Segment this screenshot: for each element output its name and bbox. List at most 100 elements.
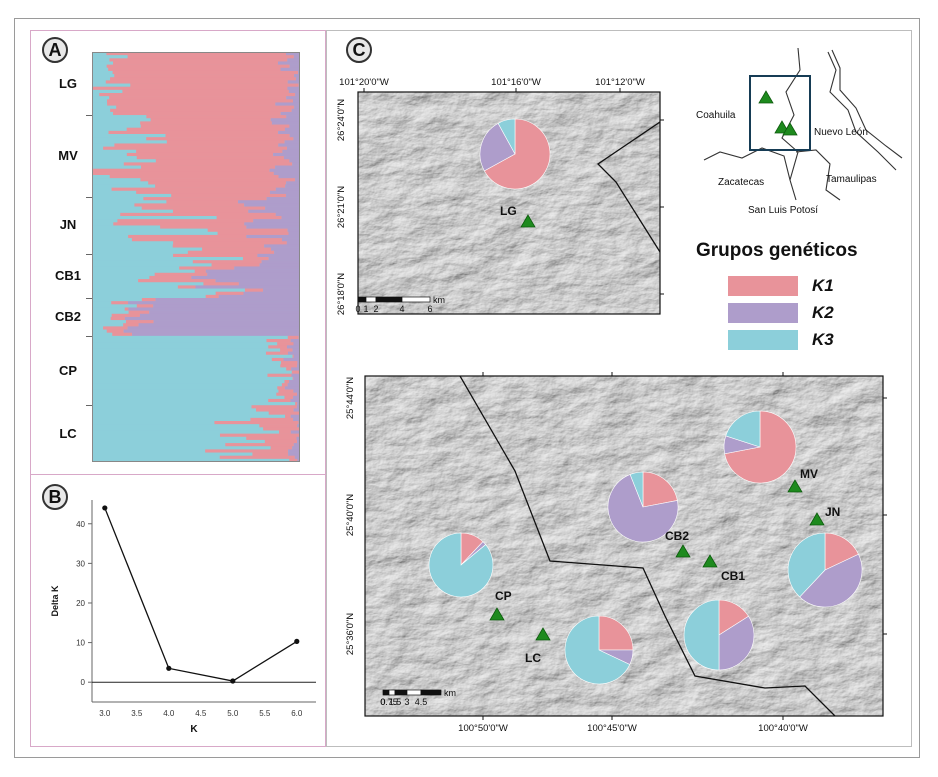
structure-bar-k1: [271, 357, 284, 362]
structure-bar-k3: [92, 80, 106, 84]
structure-bar-k1: [113, 61, 279, 65]
structure-bar-k1: [130, 83, 299, 87]
pie-slice-k3: [683, 599, 720, 671]
scale-tick-label: 0: [380, 697, 385, 707]
structure-bar-k3: [92, 304, 137, 308]
structure-bar-k2: [261, 260, 300, 264]
structure-bar-k3: [92, 105, 117, 110]
structure-bar-k3: [92, 127, 127, 132]
structure-bar-k2: [290, 430, 300, 434]
structure-bar-k2: [294, 105, 300, 110]
structure-barplot: [92, 52, 300, 462]
structure-bar-k1: [216, 216, 282, 220]
structure-bar-k2: [287, 86, 300, 91]
structure-bar-k1: [281, 383, 288, 387]
structure-bar-k3: [92, 367, 287, 371]
structure-bar-k2: [153, 304, 300, 308]
structure-bar-k3: [92, 398, 269, 403]
legend-title: Grupos genéticos: [696, 240, 858, 261]
structure-bar-k3: [92, 417, 251, 422]
state-label-zacatecas: Zacatecas: [718, 177, 764, 188]
structure-bar-k2: [292, 348, 300, 352]
structure-bar-k3: [92, 294, 206, 299]
structure-bar-k3: [92, 52, 107, 56]
structure-bar-k3: [92, 443, 226, 447]
scale-segment: [357, 296, 367, 303]
structure-bar-k1: [146, 115, 287, 119]
structure-bar-k1: [165, 134, 290, 138]
structure-bar-k3: [92, 165, 142, 169]
site-marker-cp: [489, 607, 505, 621]
scale-segment: [365, 296, 377, 303]
structure-bar-k2: [269, 190, 300, 195]
structure-bar-k2: [248, 209, 300, 214]
structure-bar-k3: [92, 380, 285, 384]
structure-bar-k3: [92, 234, 129, 239]
structure-bar-k2: [293, 443, 300, 447]
structure-bar-k2: [292, 99, 300, 103]
structure-bar-k2: [280, 67, 300, 72]
structure-bar-k3: [92, 446, 271, 450]
scale-segment: [401, 296, 431, 303]
structure-bar-k2: [244, 203, 300, 207]
structure-bar-k1: [124, 307, 129, 311]
panel-b-label: B: [42, 484, 68, 510]
scale-segment: [394, 689, 408, 696]
structure-bar-k2: [284, 127, 300, 132]
structure-bar-k3: [92, 64, 107, 69]
structure-pop-label-mv: MV: [58, 148, 78, 164]
structure-bar-k2: [123, 329, 300, 333]
scale-tick-label: 6: [427, 304, 432, 314]
structure-bar-k1: [225, 443, 294, 447]
structure-bar-k3: [92, 247, 203, 251]
structure-bar-k2: [149, 310, 300, 315]
pie-lg: [479, 118, 551, 190]
structure-bar-k2: [155, 298, 300, 302]
map-sierra: 100°50'0"W 100°45'0"W 100°40'0"W 25°44'0"N 2…: [345, 372, 887, 734]
lat-label: 25°36'0"N: [345, 613, 356, 655]
structure-bar-k2: [275, 212, 300, 217]
structure-bar-k2: [281, 216, 300, 220]
delta-k-chart: 0 10 20 30 40 3.0 3.5 4.0 4.5 5.0 5.5 6.0 K Delta K: [50, 500, 316, 735]
legend-swatch: [728, 330, 798, 350]
structure-bar-k3: [92, 209, 173, 214]
structure-group-separator: [86, 197, 92, 199]
structure-bar-k1: [110, 108, 292, 113]
structure-bar-k2: [265, 206, 300, 210]
structure-bar-k3: [92, 348, 281, 352]
structure-bar-k1: [264, 439, 298, 444]
lon-label: 100°45'0"W: [587, 723, 637, 734]
structure-bar-k2: [293, 389, 300, 393]
delta-k-line: [104, 507, 298, 682]
structure-bar-k2: [275, 187, 300, 192]
structure-bar-k1: [128, 234, 247, 239]
pie-slice-k3: [428, 532, 494, 598]
structure-bar-k3: [92, 402, 296, 406]
structure-bar-k1: [242, 257, 269, 261]
structure-bar-k2: [284, 140, 300, 144]
structure-bar-k3: [92, 149, 137, 154]
structure-bar-k1: [112, 70, 299, 75]
structure-bar-k1: [268, 411, 300, 415]
structure-bar-k3: [92, 175, 110, 179]
structure-bar-k3: [92, 275, 150, 280]
structure-bar-k1: [277, 342, 294, 346]
structure-bar-k1: [92, 168, 270, 173]
lat-label: 26°24'0"N: [336, 99, 347, 141]
structure-bar-k1: [116, 105, 295, 110]
structure-bar-k1: [278, 389, 294, 393]
structure-bar-k2: [291, 108, 300, 113]
scale-unit: km: [433, 295, 445, 305]
structure-bar-k2: [297, 424, 300, 428]
structure-bar-k1: [171, 193, 287, 198]
lon-label: 101°20'0"W: [339, 77, 389, 88]
map-la-gloria: 101°20'0"W 101°16'0"W 101°12'0"W 26°24'0"N 2…: [336, 77, 664, 315]
structure-bar-k1: [267, 373, 292, 378]
structure-bar-k3: [92, 269, 195, 274]
structure-bar-k2: [266, 197, 300, 201]
structure-bar-k1: [134, 203, 245, 207]
structure-bar-k2: [288, 452, 300, 456]
structure-bar-k3: [92, 323, 124, 327]
structure-bar-k2: [273, 152, 300, 157]
structure-bar-k3: [92, 156, 137, 160]
